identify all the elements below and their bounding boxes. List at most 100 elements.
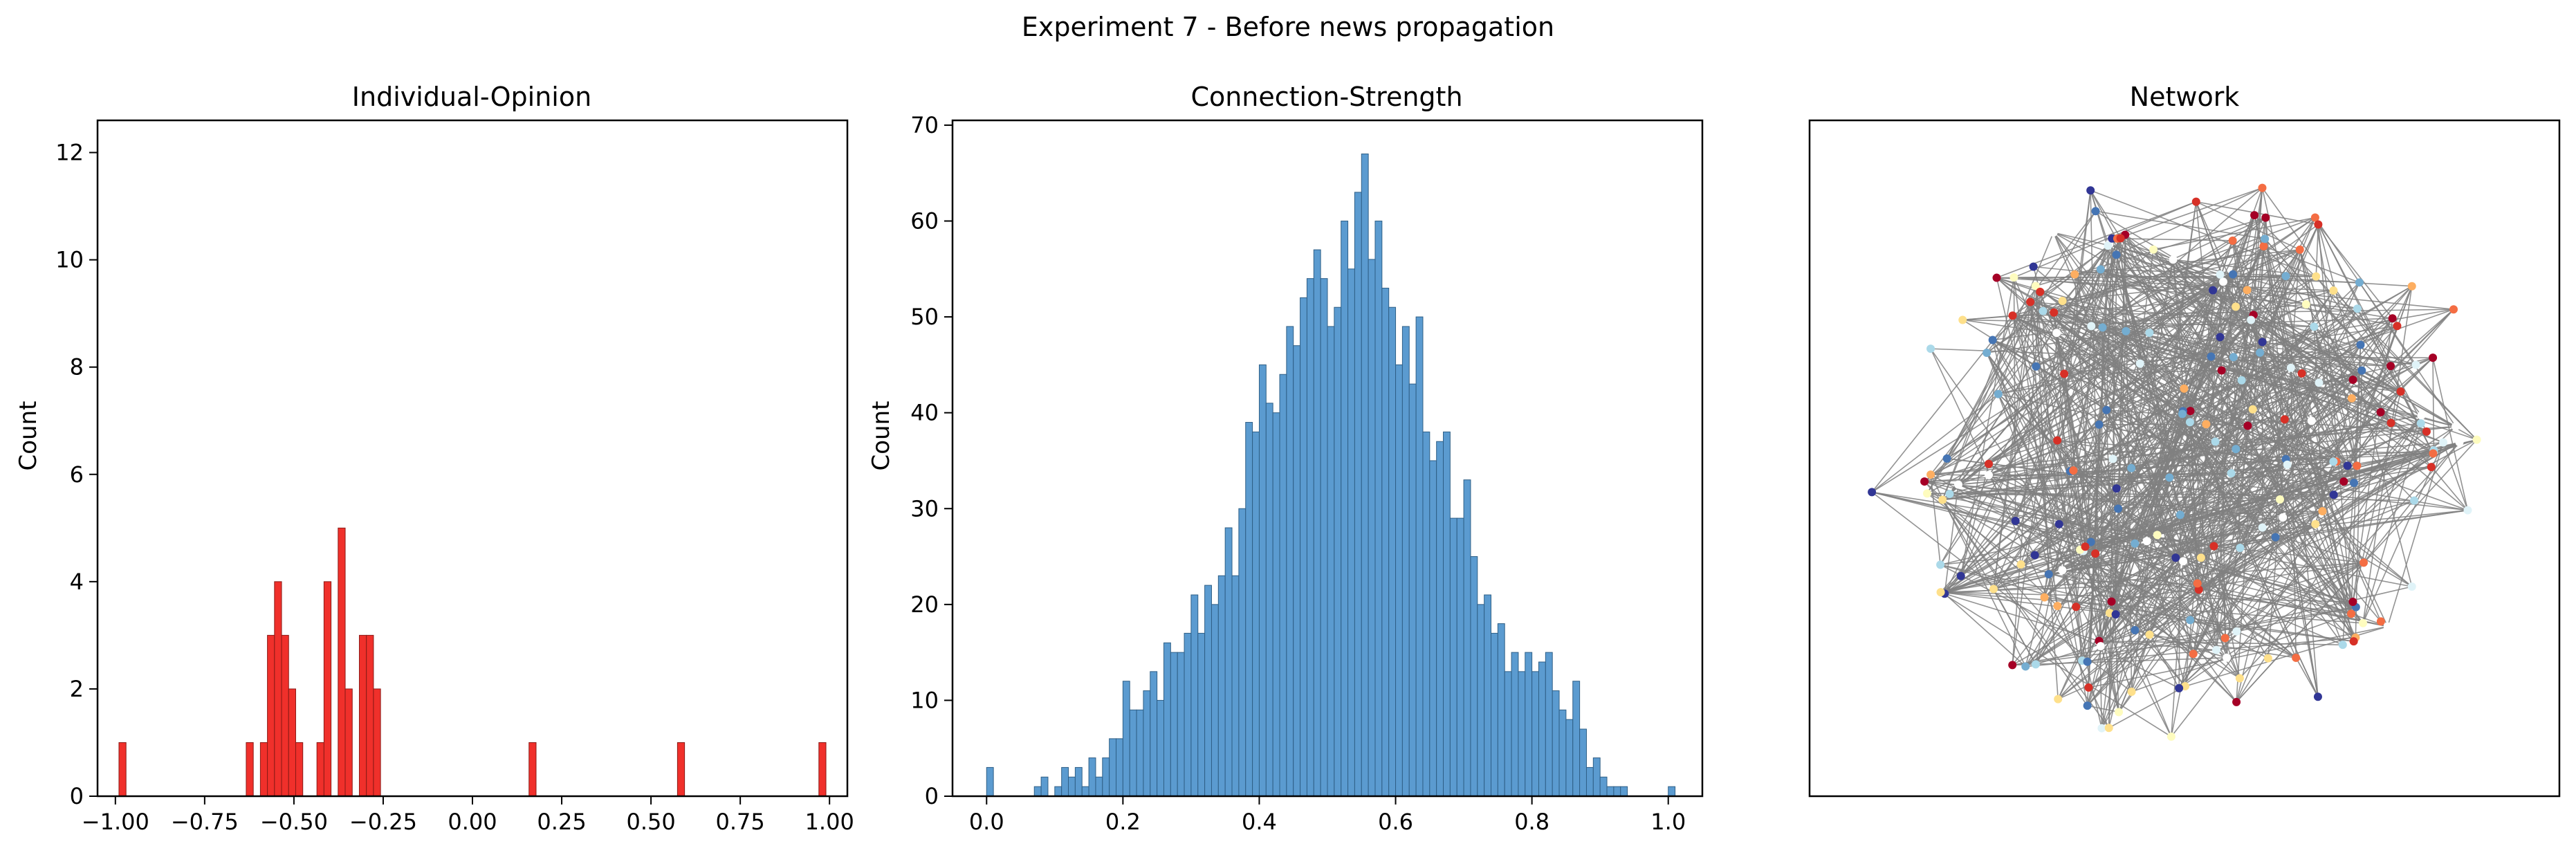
strength-bar: [1170, 652, 1178, 797]
network-edge: [2043, 310, 2456, 428]
strength-bar: [1491, 632, 1498, 797]
network-node: [2427, 463, 2436, 472]
network-node: [2149, 245, 2158, 254]
network-node: [2250, 211, 2259, 220]
network-edge: [2333, 286, 2413, 462]
network-edge: [2074, 274, 2348, 466]
network-node: [2060, 369, 2069, 378]
network-edge: [2193, 459, 2287, 654]
network-node: [2111, 610, 2120, 619]
strength-bar: [1429, 460, 1437, 797]
network-edge: [2012, 606, 2356, 666]
network-node: [2315, 378, 2324, 387]
opinion-xtick-label: −0.75: [171, 809, 239, 835]
strength-bar: [1258, 364, 1267, 797]
network-node: [2135, 359, 2144, 368]
network-node: [2217, 366, 2226, 375]
strength-bar: [1354, 192, 1362, 797]
network-edge: [2115, 614, 2194, 655]
network-node: [2329, 490, 2338, 499]
network-edge: [1926, 493, 2415, 502]
network-node: [2410, 496, 2419, 505]
strength-bar: [1190, 594, 1199, 797]
opinion-plot-frame: [96, 119, 849, 798]
network-edge: [1940, 439, 2477, 566]
network-edge: [2169, 388, 2185, 478]
network-edge: [2025, 573, 2050, 667]
network-edge: [2020, 275, 2287, 565]
network-edge: [1988, 463, 2184, 562]
network-node: [2008, 661, 2017, 670]
network-edge: [1962, 319, 2211, 358]
network-edge: [2180, 511, 2323, 516]
network-edge: [2034, 286, 2050, 575]
network-node: [2189, 650, 2198, 659]
network-edge: [1942, 499, 2063, 571]
network-node: [2429, 449, 2438, 458]
network-node: [2310, 213, 2319, 222]
strength-bar: [1422, 431, 1430, 797]
network-node: [2084, 683, 2093, 692]
network-edge: [1926, 311, 2044, 494]
network-edge: [1949, 493, 2147, 542]
network-edge: [2221, 308, 2358, 371]
strength-bar: [1116, 738, 1123, 797]
opinion-bar: [246, 742, 254, 797]
network-node: [2356, 340, 2365, 349]
network-node: [1920, 477, 1929, 486]
network-node: [2178, 410, 2187, 419]
network-edge: [1931, 458, 2113, 475]
strength-bar: [1558, 709, 1567, 797]
network-panel: Network: [1808, 82, 2561, 798]
network-node: [2031, 282, 2040, 291]
opinion-bar: [288, 688, 296, 797]
opinion-histogram-title: Individual-Opinion: [352, 82, 591, 112]
network-node: [2127, 687, 2136, 696]
network-node: [2087, 322, 2096, 331]
network-edge: [2131, 201, 2197, 692]
network-node: [2258, 183, 2267, 192]
strength-bar: [1368, 259, 1376, 797]
network-edge: [1996, 277, 2401, 392]
network-edge: [2084, 314, 2254, 547]
strength-bar: [1585, 766, 1594, 797]
network-edge: [2100, 318, 2393, 647]
network-node: [2054, 520, 2063, 528]
network-edge: [2035, 285, 2092, 327]
network-edge: [2220, 274, 2315, 327]
network-node: [2021, 662, 2030, 671]
network-edge: [1998, 356, 2211, 395]
network-node: [2016, 560, 2025, 569]
network-edge: [1988, 422, 2391, 476]
network-edge: [2219, 274, 2249, 426]
network-edge: [2442, 442, 2469, 511]
network-edge: [2380, 412, 2427, 432]
strength-bar: [1341, 221, 1349, 797]
network-node: [2347, 609, 2356, 618]
opinion-bar: [323, 581, 332, 797]
network-edge: [2315, 217, 2417, 365]
network-edge: [2057, 439, 2132, 469]
network-edge: [1924, 290, 2214, 482]
network-edge: [1988, 475, 2036, 555]
network-edge: [2095, 468, 2132, 554]
strength-bar: [1449, 517, 1457, 797]
network-edge: [2214, 509, 2468, 547]
network-edge: [2355, 370, 2363, 638]
network-node: [1956, 571, 1965, 580]
strength-bar: [1088, 757, 1096, 797]
network-edge: [1944, 593, 2099, 642]
network-edge: [2083, 550, 2237, 703]
network-edge: [2064, 369, 2222, 375]
network-node: [1985, 470, 1994, 479]
strength-bar: [1572, 681, 1581, 797]
network-edge: [2061, 300, 2356, 638]
network-edge: [1986, 352, 2071, 472]
network-node: [2193, 579, 2202, 588]
strength-histogram-ylabel: Count: [867, 401, 895, 471]
network-edge: [2116, 187, 2263, 256]
network-edge: [2035, 421, 2191, 665]
network-edge: [2079, 441, 2444, 551]
network-node: [2388, 314, 2397, 323]
network-node: [2029, 262, 2038, 271]
